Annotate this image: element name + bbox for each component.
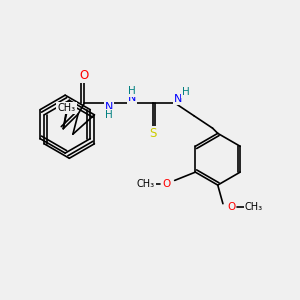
Text: CH₃: CH₃: [245, 202, 263, 212]
Text: O: O: [162, 178, 170, 188]
Text: N: N: [174, 94, 183, 104]
Text: CH₃: CH₃: [58, 103, 76, 113]
Text: S: S: [149, 127, 156, 140]
Text: H: H: [128, 86, 136, 96]
Text: H: H: [182, 87, 190, 97]
Text: N: N: [128, 93, 136, 103]
Text: CH₃: CH₃: [136, 178, 155, 188]
Text: O: O: [80, 69, 89, 82]
Text: N: N: [105, 103, 113, 112]
Text: O: O: [227, 202, 235, 212]
Text: H: H: [105, 110, 113, 120]
